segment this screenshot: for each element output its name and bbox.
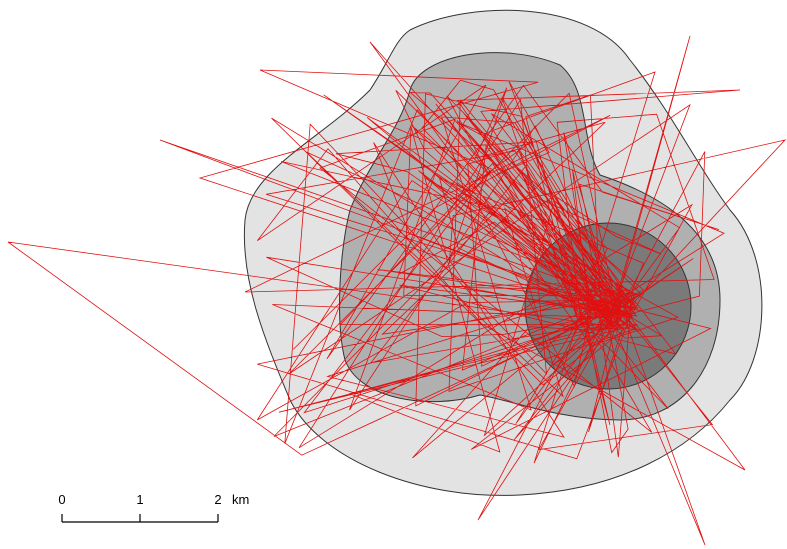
movement-track xyxy=(7,35,787,546)
scale-label: 0 xyxy=(58,492,65,507)
scale-unit: km xyxy=(232,492,249,507)
track-path xyxy=(7,35,787,546)
scale-label: 2 xyxy=(214,492,221,507)
scale-bar xyxy=(61,514,219,523)
scale-label: 1 xyxy=(136,492,143,507)
